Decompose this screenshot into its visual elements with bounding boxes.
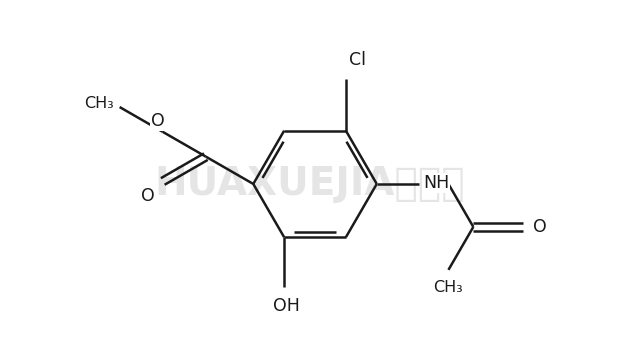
Text: Cl: Cl [349,51,366,69]
Text: CH₃: CH₃ [433,280,463,295]
Text: CH₃: CH₃ [84,96,114,111]
Text: OH: OH [273,297,300,315]
Text: O: O [151,112,164,130]
Text: HUAXUEJIA化学加: HUAXUEJIA化学加 [155,165,465,203]
Text: O: O [141,187,155,205]
Text: O: O [533,218,547,236]
Text: NH: NH [424,174,450,192]
